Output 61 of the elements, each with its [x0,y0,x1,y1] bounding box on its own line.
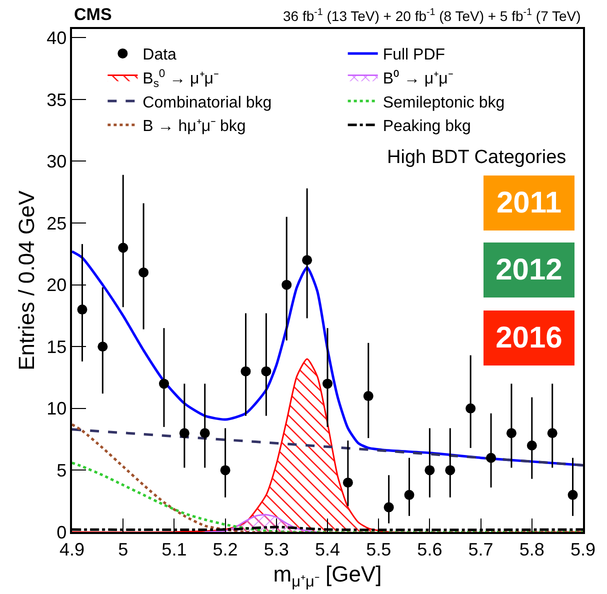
legend-label: Combinatorial bkg [142,94,272,112]
point [200,428,210,438]
x-tick-label: 5.8 [519,539,544,560]
y-tick-label: 40 [46,28,67,48]
point [282,280,292,290]
y-tick-label: 35 [46,90,67,110]
x-tick-label: 5.5 [366,539,392,560]
y-tick-label: 20 [46,275,67,296]
x-tick-label: 5.7 [468,539,494,560]
x-tick-label: 5 [118,539,128,560]
point [486,452,496,463]
x-tick-label: 5.1 [162,539,187,560]
line-series [72,462,583,532]
point [322,378,332,389]
y-tick-label: 15 [46,336,67,357]
point [240,366,251,376]
x-tick-label: 5.2 [212,539,238,560]
y-tick-label: 30 [46,152,67,172]
point [424,465,435,476]
point [568,490,578,500]
y-tick-label: 25 [46,213,67,234]
legend-label: B → hμ⁺μ⁻ bkg [142,118,246,136]
point [363,391,374,402]
x-tick-label: 5.6 [417,539,442,560]
legend-label: B$_{s}$$^{0}$ → μ⁺μ⁻ [142,68,218,90]
annotation: High BDT Categories [387,147,566,168]
point [506,428,516,438]
y-tick-label: 10 [46,398,67,419]
point [179,428,190,438]
x-axis-title: m$_{μ⁺μ⁻}$ [GeV] [273,562,382,590]
point [77,304,88,315]
point [466,403,476,414]
legend-label: Semileptonic bkg [382,94,505,112]
point [158,378,169,389]
point [404,490,414,500]
x-tick-label: 5.9 [570,539,596,560]
point [547,428,558,438]
point [98,342,108,352]
point [220,465,230,476]
point [138,267,149,278]
x-tick-label: 5.4 [314,539,340,560]
point [261,366,272,376]
chart-title: CMS [74,5,112,24]
chart-subtitle: 36 fb$^{-1}$ (13 TeV) + 20 fb$^{-1}$ (8 TeV) + 5 fb$^{-1}$ (7 TeV) [283,7,581,24]
annotation: 2012 [496,254,562,286]
y-tick-label: 5 [56,460,67,481]
point [445,465,456,476]
legend-label: B⁰ → μ⁺μ⁻ [382,69,453,88]
point [342,478,353,488]
legend-label: Data [142,46,177,64]
point [302,255,312,266]
annotation: 2016 [496,322,562,354]
y-axis-title: Entries / 0.04 GeV [14,190,39,370]
point [118,242,128,253]
annotation: 2011 [496,186,562,220]
point [384,502,394,512]
point [526,440,537,450]
x-tick-label: 5.3 [264,539,289,560]
legend-label: Peaking bkg [382,118,471,136]
legend-label: Full PDF [382,46,446,64]
line-series [72,423,583,532]
